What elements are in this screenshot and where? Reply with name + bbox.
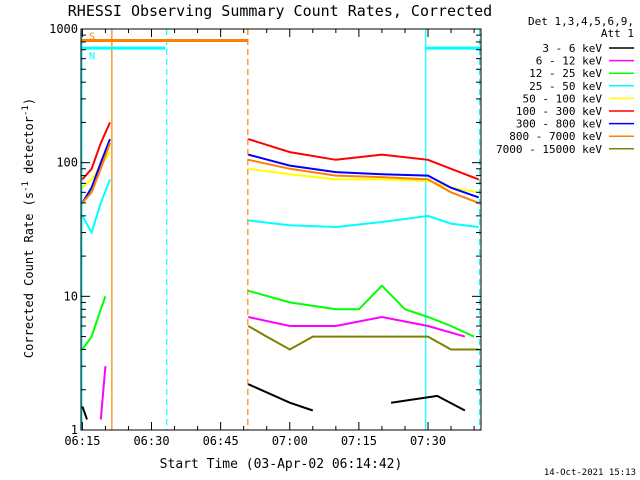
legend-label-1: 6 - 12 keV	[536, 55, 603, 68]
x-tick-label-5: 07:30	[410, 434, 446, 448]
legend-label-4: 50 - 100 keV	[523, 92, 603, 105]
series-1-segment-1	[248, 315, 466, 338]
y-axis-label-end: )	[22, 98, 36, 105]
y-tick-label-2: 100	[56, 156, 78, 170]
x-tick-label-2: 06:45	[203, 434, 239, 448]
y-tick-label-1: 10	[64, 289, 78, 303]
legend-header-line2: Att 1	[601, 27, 634, 40]
x-axis-label: Start Time (03-Apr-02 06:14:42)	[160, 457, 403, 472]
series-3-segment-1	[248, 214, 479, 229]
series-3-segment-0	[81, 179, 111, 236]
chart-title: RHESSI Observing Summary Count Rates, Co…	[68, 2, 492, 20]
legend-header-line1: Det 1,3,4,5,6,9,	[528, 15, 634, 28]
series-6-segment-1	[248, 153, 480, 199]
x-tick-label-1: 06:30	[133, 434, 169, 448]
y-axis-label-sup2: -1	[21, 105, 31, 116]
series-0-segment-0	[81, 406, 88, 420]
y-tick-label-0: 1	[71, 423, 78, 437]
plot-area: SN	[80, 28, 482, 431]
y-axis-label-main: Corrected Count Rate (s	[22, 192, 36, 358]
x-tick-label-3: 07:00	[272, 434, 308, 448]
series-7-segment-1	[248, 158, 480, 204]
series-7-segment-0	[81, 142, 111, 204]
y-axis: 1 10 100 1000	[49, 22, 481, 437]
series-6-segment-0	[81, 138, 111, 204]
legend-label-8: 7000 - 15000 keV	[496, 143, 602, 156]
series-0-segment-1	[247, 383, 314, 412]
y-axis-label-sup1: -1	[21, 181, 31, 192]
series-2-segment-1	[248, 284, 475, 338]
series-5-segment-1	[248, 138, 480, 181]
series-5-segment-0	[81, 121, 111, 181]
series-2-segment-0	[81, 295, 107, 351]
state-bar-label-1: N	[89, 51, 95, 62]
series-8-segment-0	[247, 325, 479, 351]
series-1-segment-0	[99, 366, 107, 420]
y-axis-label: Corrected Count Rate (s-1 detector-1)	[21, 98, 36, 358]
y-axis-label-mid: detector	[22, 116, 36, 181]
legend-label-0: 3 - 6 keV	[542, 42, 602, 55]
legend-label-2: 12 - 25 keV	[529, 67, 602, 80]
x-tick-label-4: 07:15	[341, 434, 377, 448]
x-axis: 06:15 06:30 06:45 07:00 07:15 07:30	[64, 29, 475, 448]
legend-label-7: 800 - 7000 keV	[509, 130, 602, 143]
footer-timestamp: 14-Oct-2021 15:13	[544, 468, 636, 478]
state-bar-label-0: S	[89, 32, 95, 43]
y-tick-label-3: 1000	[49, 22, 78, 36]
legend-label-6: 300 - 800 keV	[516, 118, 602, 131]
plot-frame	[80, 28, 482, 431]
legend-label-5: 100 - 300 keV	[516, 105, 602, 118]
series-0-segment-2	[390, 394, 466, 412]
x-tick-label-0: 06:15	[64, 434, 100, 448]
legend-label-3: 25 - 50 keV	[529, 80, 602, 93]
